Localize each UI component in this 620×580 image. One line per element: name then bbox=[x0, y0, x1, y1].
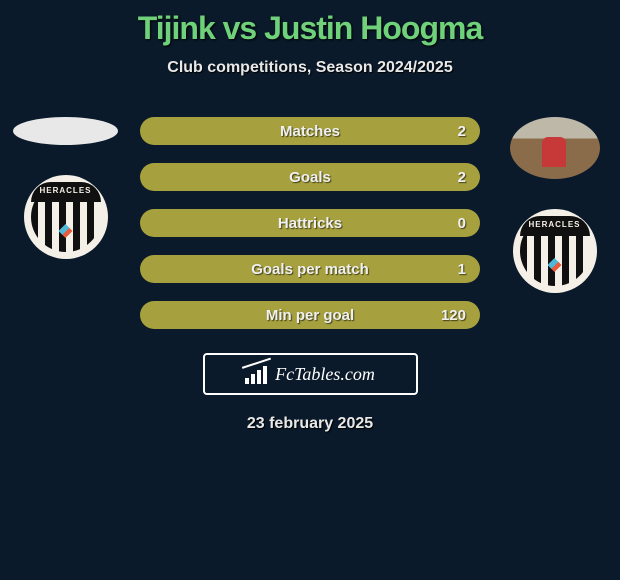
stat-value: 2 bbox=[458, 169, 466, 186]
bar-chart-icon bbox=[245, 364, 271, 384]
vs-label: vs bbox=[223, 10, 257, 46]
player1-club-crest: HERACLES bbox=[24, 175, 108, 259]
crest-stripes: HERACLES bbox=[520, 216, 590, 286]
stat-label: Goals per match bbox=[251, 261, 369, 278]
stat-bar-goals: Goals 2 bbox=[140, 163, 480, 191]
page-title: Tijink vs Justin Hoogma bbox=[0, 0, 620, 47]
stat-label: Hattricks bbox=[278, 215, 342, 232]
stat-bar-hattricks: Hattricks 0 bbox=[140, 209, 480, 237]
stat-bar-matches: Matches 2 bbox=[140, 117, 480, 145]
crest-label: HERACLES bbox=[520, 220, 590, 229]
comparison-widget: Tijink vs Justin Hoogma Club competition… bbox=[0, 0, 620, 580]
logo-text: FcTables.com bbox=[275, 364, 375, 385]
player2-club-crest: HERACLES bbox=[513, 209, 597, 293]
stat-value: 0 bbox=[458, 215, 466, 232]
stat-value: 120 bbox=[441, 307, 466, 324]
stat-bar-goals-per-match: Goals per match 1 bbox=[140, 255, 480, 283]
stat-bars: Matches 2 Goals 2 Hattricks 0 Goals per … bbox=[140, 117, 480, 329]
stat-label: Matches bbox=[280, 123, 340, 140]
subtitle: Club competitions, Season 2024/2025 bbox=[0, 59, 620, 77]
left-column: HERACLES bbox=[8, 117, 123, 259]
crest-label: HERACLES bbox=[31, 186, 101, 195]
crest-diamond-icon bbox=[548, 258, 562, 272]
right-column: HERACLES bbox=[497, 117, 612, 293]
stat-bar-min-per-goal: Min per goal 120 bbox=[140, 301, 480, 329]
player2-name: Justin Hoogma bbox=[264, 10, 482, 46]
player2-avatar bbox=[510, 117, 600, 179]
stat-value: 1 bbox=[458, 261, 466, 278]
crest-diamond-icon bbox=[59, 224, 73, 238]
crest-stripes: HERACLES bbox=[31, 182, 101, 252]
fctables-link[interactable]: FcTables.com bbox=[203, 353, 418, 395]
player1-avatar bbox=[13, 117, 118, 145]
stats-area: HERACLES HERACLES Matches 2 Goals 2 bbox=[0, 117, 620, 329]
player1-name: Tijink bbox=[138, 10, 215, 46]
stat-label: Min per goal bbox=[266, 307, 354, 324]
stat-label: Goals bbox=[289, 169, 331, 186]
stat-value: 2 bbox=[458, 123, 466, 140]
date-label: 23 february 2025 bbox=[0, 415, 620, 433]
